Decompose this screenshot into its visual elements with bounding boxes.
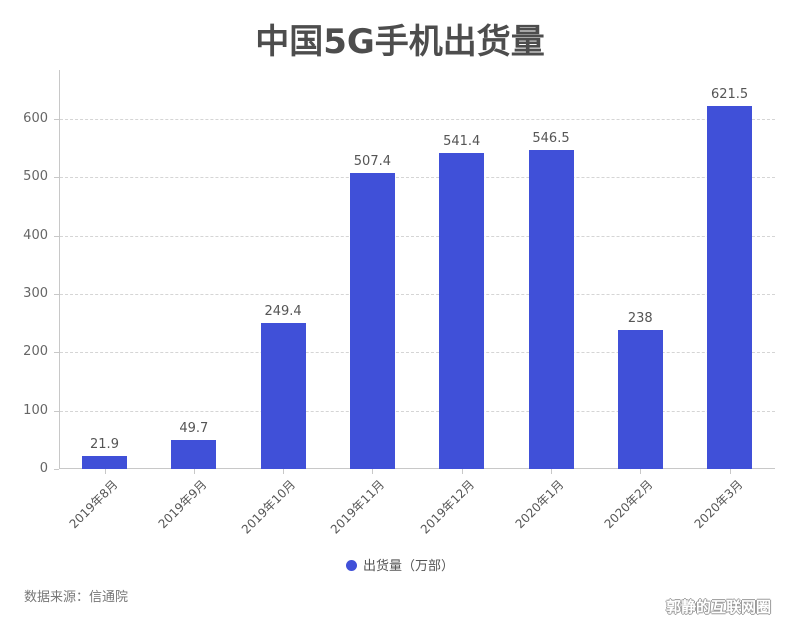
y-tick-mark [54, 352, 59, 353]
bar-value-label: 21.9 [90, 437, 119, 453]
bar-value-label: 541.4 [443, 134, 481, 150]
legend[interactable]: 出货量（万部） [0, 555, 800, 574]
bar[interactable] [82, 456, 127, 469]
bar-value-label: 249.4 [264, 304, 302, 320]
x-tick-label: 2020年1月 [512, 477, 567, 532]
bar[interactable] [528, 150, 574, 469]
y-tick-mark [54, 177, 59, 178]
x-tick-label: 2020年2月 [601, 477, 656, 532]
bar-value-label: 238 [627, 311, 653, 327]
x-tick-mark [194, 469, 195, 474]
data-source-note: 数据来源：信通院 [24, 590, 129, 605]
legend-marker-icon [345, 560, 357, 571]
y-tick-label: 0 [39, 461, 48, 476]
gridline [60, 411, 775, 412]
bar-value-label: 507.4 [353, 153, 391, 169]
y-tick-mark [54, 294, 59, 295]
x-tick-mark [283, 469, 284, 474]
x-tick-label: 2019年10月 [238, 477, 299, 537]
y-tick-label: 400 [23, 228, 48, 243]
bar[interactable] [439, 153, 485, 469]
bar-value-label: 621.5 [710, 87, 749, 103]
x-axis [59, 468, 775, 469]
bar[interactable] [260, 323, 306, 469]
x-tick-mark [730, 469, 731, 474]
x-tick-mark [372, 469, 373, 474]
y-tick-label: 600 [23, 111, 48, 126]
x-tick-mark [462, 469, 463, 474]
gridline [60, 294, 775, 295]
watermark: 郭静的互联网圈 [666, 598, 772, 616]
gridline [60, 177, 775, 178]
x-tick-label: 2019年12月 [417, 477, 477, 537]
bar[interactable] [349, 172, 395, 469]
bar-value-label: 49.7 [179, 421, 209, 436]
x-tick-mark [640, 469, 641, 474]
y-tick-mark [54, 119, 59, 120]
y-tick-mark [54, 236, 59, 237]
chart-title: 中国5G手机出货量 [255, 22, 545, 62]
bar[interactable] [707, 106, 753, 469]
y-tick-label: 300 [23, 286, 48, 301]
y-tick-label: 100 [23, 403, 48, 418]
gridline [60, 352, 775, 353]
legend-label: 出货量（万部） [362, 559, 454, 574]
y-axis [59, 70, 60, 469]
gridline [60, 236, 775, 237]
bar[interactable] [171, 440, 217, 469]
x-tick-mark [551, 469, 552, 474]
y-tick-mark [54, 411, 59, 412]
x-tick-label: 2019年11月 [328, 477, 388, 537]
y-tick-mark [54, 469, 59, 470]
bar[interactable] [617, 330, 663, 469]
x-tick-label: 2019年8月 [66, 477, 121, 532]
x-tick-label: 2020年3月 [691, 477, 746, 532]
gridline [60, 119, 775, 120]
y-tick-label: 200 [23, 344, 48, 359]
x-tick-label: 2019年9月 [155, 477, 210, 532]
y-tick-label: 500 [23, 169, 48, 184]
bar-value-label: 546.5 [532, 131, 570, 147]
x-tick-mark [105, 469, 106, 474]
